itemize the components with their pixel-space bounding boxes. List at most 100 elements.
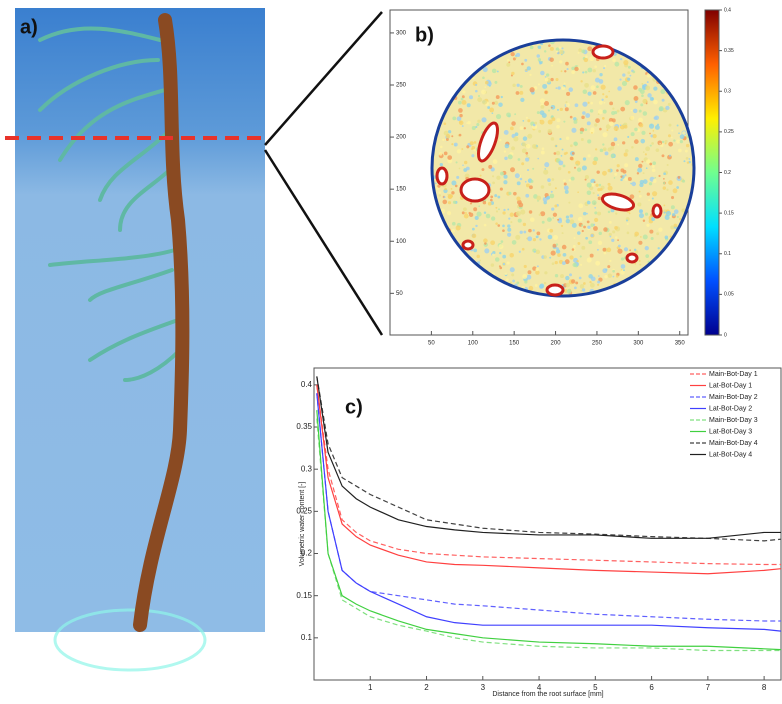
- texture-dot: [549, 228, 554, 233]
- texture-dot: [562, 220, 564, 222]
- texture-dot: [543, 281, 547, 285]
- texture-dot: [592, 91, 597, 95]
- texture-dot: [636, 172, 640, 175]
- texture-dot: [519, 126, 524, 131]
- texture-dot: [541, 220, 545, 224]
- texture-dot: [551, 178, 555, 181]
- panel-a: a): [5, 8, 265, 672]
- texture-dot: [662, 182, 666, 185]
- texture-dot: [579, 284, 585, 289]
- texture-dot: [495, 114, 502, 120]
- texture-dot: [563, 182, 567, 186]
- texture-dot: [593, 226, 598, 231]
- texture-dot: [689, 244, 692, 247]
- texture-dot: [508, 191, 512, 195]
- texture-dot: [521, 62, 524, 66]
- texture-dot: [557, 108, 559, 111]
- texture-dot: [463, 213, 469, 219]
- texture-dot: [565, 275, 570, 281]
- texture-dot: [483, 223, 487, 227]
- texture-dot: [614, 225, 618, 230]
- texture-dot: [571, 66, 575, 71]
- texture-dot: [530, 180, 534, 183]
- texture-dot: [462, 164, 464, 167]
- texture-dot: [504, 143, 510, 149]
- texture-dot: [602, 109, 607, 114]
- texture-dot: [474, 215, 479, 221]
- texture-dot: [615, 212, 618, 215]
- texture-dot: [438, 191, 441, 194]
- texture-dot: [583, 57, 589, 63]
- texture-dot: [571, 248, 575, 251]
- texture-dot: [534, 251, 536, 253]
- texture-dot: [602, 132, 608, 138]
- texture-dot: [624, 177, 628, 181]
- texture-dot: [568, 178, 572, 182]
- texture-dot: [620, 270, 625, 275]
- texture-dot: [456, 149, 462, 154]
- texture-dot: [535, 235, 539, 239]
- texture-dot: [631, 146, 634, 149]
- texture-dot: [529, 87, 535, 93]
- texture-dot: [637, 167, 643, 173]
- texture-dot: [520, 209, 526, 215]
- texture-dot: [504, 272, 508, 276]
- texture-dot: [682, 131, 686, 135]
- texture-dot: [638, 117, 644, 123]
- texture-dot: [473, 248, 478, 253]
- texture-dot: [575, 281, 579, 285]
- texture-dot: [561, 148, 564, 151]
- texture-dot: [508, 217, 511, 220]
- texture-dot: [570, 144, 573, 148]
- texture-dot: [529, 45, 534, 50]
- texture-dot: [641, 160, 644, 163]
- texture-dot: [599, 187, 603, 191]
- x-tick-label: 250: [592, 341, 603, 347]
- texture-dot: [601, 98, 604, 101]
- texture-dot: [491, 112, 494, 115]
- texture-dot: [612, 275, 615, 278]
- texture-dot: [479, 174, 482, 177]
- texture-dot: [503, 180, 508, 185]
- texture-dot: [581, 288, 586, 292]
- texture-dot: [514, 132, 519, 137]
- texture-dot: [657, 247, 660, 250]
- texture-dot: [490, 198, 493, 202]
- texture-dot: [536, 265, 539, 268]
- texture-dot: [518, 202, 524, 208]
- x-tick-label: 4: [537, 683, 542, 692]
- texture-dot: [591, 132, 593, 134]
- texture-dot: [662, 186, 666, 190]
- main-root: [133, 13, 190, 632]
- texture-dot: [607, 185, 613, 191]
- texture-dot: [585, 55, 588, 59]
- texture-dot: [544, 90, 548, 94]
- texture-dot: [630, 115, 635, 120]
- texture-dot: [686, 161, 690, 164]
- texture-dot: [569, 115, 573, 119]
- x-tick-label: 350: [675, 341, 686, 347]
- texture-dot: [627, 77, 631, 81]
- texture-dot: [456, 116, 462, 122]
- texture-dot: [590, 85, 596, 91]
- texture-dot: [475, 83, 478, 86]
- texture-dot: [653, 116, 657, 120]
- texture-dot: [601, 116, 605, 120]
- texture-dot: [447, 194, 453, 200]
- texture-dot: [606, 247, 612, 253]
- texture-dot: [563, 179, 566, 182]
- texture-dot: [602, 147, 607, 152]
- series-line: [316, 384, 782, 575]
- texture-dot: [648, 182, 653, 186]
- texture-dot: [654, 125, 660, 130]
- y-axis-label: Volumetric water content [-]: [299, 482, 306, 567]
- texture-dot: [516, 83, 520, 87]
- texture-dot: [544, 271, 548, 275]
- texture-dot: [453, 142, 458, 147]
- texture-dot: [586, 121, 591, 126]
- texture-dot: [603, 227, 608, 232]
- texture-dot: [669, 235, 672, 238]
- plot-frame: [313, 367, 782, 681]
- texture-dot: [491, 101, 495, 105]
- texture-dot: [527, 270, 532, 275]
